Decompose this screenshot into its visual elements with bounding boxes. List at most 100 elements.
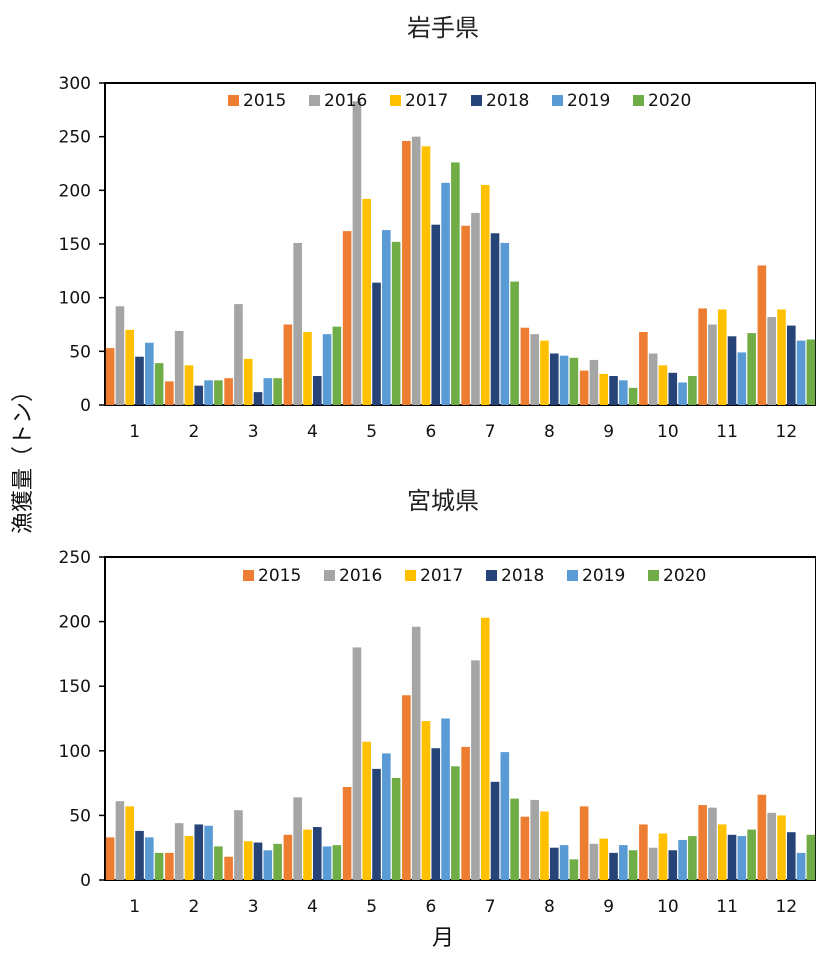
bar-2015-month-2 <box>165 381 174 405</box>
bar-2017-month-11 <box>717 309 727 405</box>
bar-2018-month-8 <box>549 353 559 405</box>
bar-2018-month-9 <box>609 376 618 405</box>
bar-2019-month-6 <box>441 182 450 405</box>
bar-2018-month-10 <box>668 850 678 880</box>
x-tick-label: 4 <box>307 897 318 917</box>
bar-2020-month-5 <box>391 777 401 880</box>
bar-2017-month-9 <box>599 838 609 880</box>
bar-2016-month-9 <box>589 843 599 880</box>
x-tick-label: 3 <box>248 897 259 917</box>
bar-2016-month-8 <box>530 799 539 880</box>
x-tick-label: 1 <box>129 897 140 917</box>
bar-2015-month-11 <box>698 308 707 405</box>
x-tick-label: 10 <box>657 422 679 442</box>
bar-2016-month-5 <box>352 647 362 880</box>
y-tick-label: 100 <box>59 742 91 762</box>
bar-2016-month-12 <box>767 812 776 880</box>
chart-title: 宮城県 <box>407 487 479 515</box>
bar-2019-month-7 <box>500 242 510 405</box>
bar-2019-month-5 <box>382 230 391 405</box>
bar-2016-month-1 <box>115 306 125 405</box>
bar-2020-month-2 <box>214 380 223 405</box>
y-tick-label: 250 <box>59 548 91 568</box>
bar-2016-month-6 <box>411 136 421 406</box>
legend-label: 2020 <box>648 91 691 111</box>
legend: 2015 2016 2017 2018 2019 2020 <box>228 91 691 111</box>
bar-2019-month-5 <box>382 753 391 880</box>
bar-2017-month-6 <box>421 146 431 405</box>
bar-2015-month-2 <box>165 852 174 880</box>
legend-label: 2017 <box>420 566 463 586</box>
legend: 2015 2016 2017 2018 2019 2020 <box>243 566 706 586</box>
bar-2019-month-1 <box>145 837 154 880</box>
bar-2017-month-8 <box>540 811 549 880</box>
legend-label: 2019 <box>582 566 625 586</box>
y-tick-label: 0 <box>80 871 91 891</box>
bar-2018-month-1 <box>135 356 144 405</box>
bar-2017-month-4 <box>303 332 312 405</box>
y-tick-label: 50 <box>69 806 91 826</box>
chart-title: 岩手県 <box>407 14 479 42</box>
bar-2018-month-6 <box>431 224 441 405</box>
x-tick-label: 11 <box>716 897 738 917</box>
y-tick-label: 250 <box>59 128 91 148</box>
bar-2016-month-11 <box>708 807 717 880</box>
bar-2019-month-10 <box>678 382 687 405</box>
bar-2018-month-3 <box>253 842 263 880</box>
y-tick-label: 300 <box>59 74 91 94</box>
bar-2019-month-1 <box>145 342 154 405</box>
bar-2019-month-11 <box>737 836 747 880</box>
bar-2016-month-1 <box>115 801 125 880</box>
bar-2016-month-5 <box>352 101 362 405</box>
bar-2018-month-7 <box>490 781 500 880</box>
bar-2019-month-2 <box>204 825 213 880</box>
bar-2018-month-6 <box>431 748 441 880</box>
bar-2019-month-6 <box>441 718 450 880</box>
bar-2018-month-1 <box>135 830 144 880</box>
x-tick-label: 5 <box>366 422 377 442</box>
bar-2017-month-5 <box>362 198 372 405</box>
bar-2015-month-8 <box>520 327 530 405</box>
y-tick-label: 150 <box>59 677 91 697</box>
bar-2015-month-7 <box>461 225 470 405</box>
bar-2015-month-3 <box>224 856 233 880</box>
bar-2016-month-12 <box>767 316 776 405</box>
bar-2019-month-11 <box>737 352 747 405</box>
bar-2019-month-8 <box>559 355 569 405</box>
bar-2019-month-4 <box>322 334 332 405</box>
bar-2015-month-7 <box>461 746 470 880</box>
bar-2020-month-1 <box>154 852 164 880</box>
bar-2015-month-10 <box>639 332 648 405</box>
legend-label: 2018 <box>486 91 529 111</box>
bar-2015-month-3 <box>224 378 233 405</box>
bar-2018-month-11 <box>727 336 737 405</box>
bar-2020-month-6 <box>451 162 460 405</box>
bar-2016-month-7 <box>471 660 480 880</box>
bar-2017-month-11 <box>717 824 727 880</box>
x-tick-label: 6 <box>425 897 436 917</box>
bar-2020-month-11 <box>747 333 756 405</box>
legend-swatch-2015 <box>243 570 254 581</box>
legend-label: 2017 <box>405 91 448 111</box>
bar-2020-month-3 <box>273 843 282 880</box>
x-tick-label: 3 <box>248 422 259 442</box>
bar-2020-month-2 <box>214 846 223 880</box>
bar-2019-month-2 <box>204 380 213 405</box>
legend-swatch-2020 <box>648 570 659 581</box>
x-tick-label: 11 <box>716 422 738 442</box>
bar-2017-month-1 <box>125 806 135 880</box>
y-tick-label: 150 <box>59 235 91 255</box>
bar-2018-month-4 <box>312 827 322 880</box>
x-tick-label: 9 <box>603 422 614 442</box>
legend-label: 2015 <box>243 91 286 111</box>
bar-2020-month-12 <box>806 339 816 405</box>
bar-2017-month-2 <box>184 836 194 880</box>
bar-2020-month-6 <box>451 766 460 880</box>
bar-2016-month-8 <box>530 334 539 405</box>
y-tick-label: 0 <box>80 396 91 416</box>
bar-2018-month-4 <box>312 376 322 405</box>
bar-2016-month-10 <box>648 847 658 880</box>
bar-2016-month-9 <box>589 359 599 405</box>
bar-2015-month-10 <box>639 824 648 880</box>
